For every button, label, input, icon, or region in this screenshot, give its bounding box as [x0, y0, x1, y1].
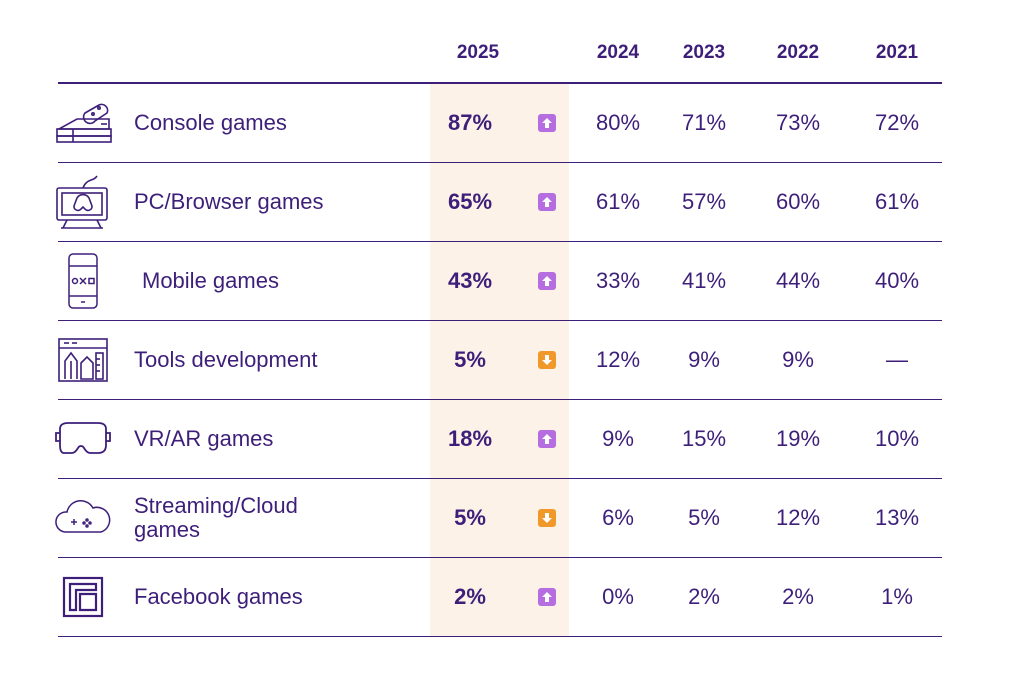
value-2022: 44% [775, 268, 821, 293]
value-2021: 61% [874, 189, 920, 214]
value-2024: 12% [595, 347, 641, 372]
trend-up-icon [538, 588, 556, 606]
tools-icon [52, 321, 114, 399]
value-2025: 43% [447, 268, 493, 293]
value-2025: 65% [447, 189, 493, 214]
value-2024: 0% [602, 584, 634, 609]
table-row: VR/AR games 18% 9% 15% 19% 10% [55, 400, 942, 479]
trend-up-icon [538, 430, 556, 448]
header-divider [58, 82, 942, 84]
trend-up-icon [538, 193, 556, 211]
header-2024: 2024 [596, 42, 640, 63]
value-2023: 41% [681, 268, 727, 293]
mobile-phone-icon [52, 242, 114, 320]
pc-gamepad-icon [52, 163, 114, 241]
value-2023: 9% [688, 347, 720, 372]
value-2024: 80% [595, 110, 641, 135]
header-2022: 2022 [776, 42, 820, 63]
value-2023: 71% [681, 110, 727, 135]
value-2021: 1% [881, 584, 913, 609]
value-2021: 10% [874, 426, 920, 451]
value-2025: 5% [454, 505, 486, 530]
vr-headset-icon [52, 400, 114, 478]
value-2025: 87% [447, 110, 493, 135]
value-2024: 6% [602, 505, 634, 530]
row-label: Facebook games [134, 584, 303, 609]
row-label: Streaming/Cloud games [134, 493, 298, 542]
console-icon [52, 84, 114, 162]
value-2025: 18% [447, 426, 493, 451]
trend-up-icon [538, 114, 556, 132]
value-2021: 72% [874, 110, 920, 135]
row-label: Tools development [134, 347, 318, 372]
table-row: Facebook games 2% 0% 2% 2% 1% [58, 558, 942, 637]
trend-down-icon [538, 509, 556, 527]
row-label: PC/Browser games [134, 189, 324, 214]
value-2025: 5% [454, 347, 486, 372]
facebook-games-icon [52, 558, 114, 636]
value-2024: 61% [595, 189, 641, 214]
header-2025: 2025 [456, 42, 500, 63]
row-label: VR/AR games [134, 426, 274, 451]
value-2022: 9% [782, 347, 814, 372]
value-2021: 40% [874, 268, 920, 293]
table-row: Console games 87% 80% 71% 73% 72% [55, 84, 942, 163]
value-2022: 60% [775, 189, 821, 214]
table-row: Mobile games 43% 33% 41% 44% 40% [58, 242, 942, 321]
value-2023: 15% [681, 426, 727, 451]
value-2023: 5% [688, 505, 720, 530]
value-2022: 2% [782, 584, 814, 609]
table-row: Tools development 5% 12% 9% 9% — [58, 321, 942, 400]
cloud-icon [52, 479, 114, 557]
value-2024: 33% [595, 268, 641, 293]
value-2022: 12% [775, 505, 821, 530]
row-label: Console games [134, 110, 287, 135]
row-label: Mobile games [142, 268, 279, 293]
table-row: Streaming/Cloud games 5% 6% 5% 12% 13% [55, 479, 942, 558]
value-2022: 19% [775, 426, 821, 451]
table-row: PC/Browser games 65% 61% 57% 60% 61% [56, 163, 942, 242]
value-2024: 9% [602, 426, 634, 451]
value-2023: 2% [688, 584, 720, 609]
header-2021: 2021 [875, 42, 919, 63]
value-2021: 13% [874, 505, 920, 530]
trend-up-icon [538, 272, 556, 290]
value-2021: — [886, 347, 908, 372]
value-2023: 57% [681, 189, 727, 214]
value-2025: 2% [454, 584, 486, 609]
header-2023: 2023 [682, 42, 726, 63]
trend-down-icon [538, 351, 556, 369]
value-2022: 73% [775, 110, 821, 135]
